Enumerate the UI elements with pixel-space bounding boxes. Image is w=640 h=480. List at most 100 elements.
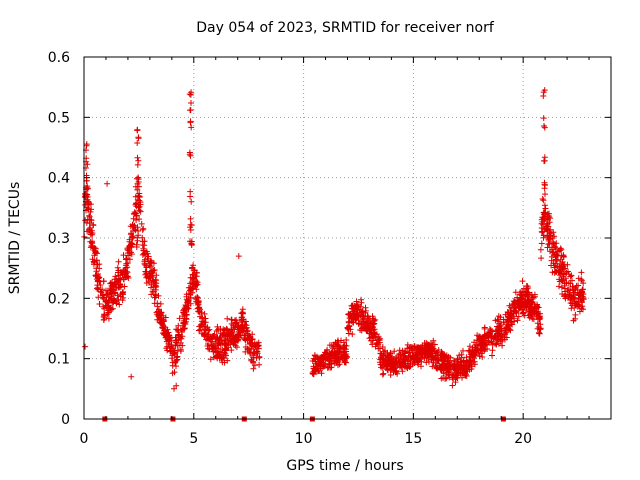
data-point: [134, 126, 141, 133]
data-point: [149, 288, 156, 295]
data-point: [91, 259, 97, 266]
data-point: [393, 358, 400, 364]
data-point: [236, 328, 242, 335]
data-point: [560, 263, 567, 270]
data-point: [113, 300, 120, 307]
data-point: [87, 244, 94, 251]
data-point: [523, 304, 530, 311]
data-point: [393, 367, 400, 374]
data-point: [315, 367, 322, 374]
data-point: [187, 152, 194, 159]
data-point: [550, 229, 557, 236]
data-point: [542, 205, 549, 212]
data-point: [463, 371, 469, 378]
data-point: [579, 289, 586, 296]
y-tick-label: 0.4: [48, 171, 70, 187]
data-point: [256, 353, 263, 360]
data-point: [173, 354, 180, 361]
data-point: [98, 289, 105, 296]
data-point: [244, 335, 251, 342]
data-point: [432, 350, 439, 357]
data-point: [358, 296, 365, 303]
data-point: [137, 208, 144, 215]
data-point: [136, 207, 143, 214]
data-point: [578, 305, 585, 312]
data-point: [249, 331, 256, 338]
data-point: [154, 308, 161, 315]
data-point: [173, 382, 180, 389]
data-point: [562, 292, 569, 299]
data-point: [224, 357, 231, 364]
data-point: [406, 345, 413, 352]
data-point: [387, 365, 394, 372]
data-point: [153, 277, 159, 284]
data-point: [333, 354, 340, 361]
x-tick-labels: 0 5 10 15 20: [80, 431, 533, 447]
data-point: [138, 220, 145, 227]
data-point: [533, 308, 540, 315]
data-point: [141, 250, 148, 257]
data-point: [158, 314, 164, 321]
data-point: [96, 278, 103, 285]
data-point: [506, 302, 513, 309]
data-point: [469, 344, 476, 351]
data-point: [567, 295, 574, 302]
x-tick-label: 0: [80, 431, 89, 447]
data-point: [177, 346, 184, 353]
data-point: [180, 310, 187, 316]
data-point: [370, 324, 377, 330]
data-point: [369, 341, 376, 348]
data-point: [428, 354, 435, 361]
data-point: [111, 276, 118, 283]
data-point: [367, 320, 374, 327]
data-point: [518, 302, 525, 309]
data-point: [193, 281, 200, 288]
data-point: [93, 265, 100, 272]
data-point: [128, 230, 135, 237]
data-point: [187, 280, 194, 287]
plot-frame: [83, 56, 612, 420]
data-point: [312, 356, 319, 363]
data-point: [489, 347, 496, 354]
data-point: [560, 253, 567, 260]
data-point: [84, 161, 91, 168]
data-point: [239, 314, 246, 321]
data-point: [426, 347, 433, 354]
data-point: [221, 327, 228, 333]
data-point: [580, 296, 587, 303]
data-point: [185, 290, 192, 297]
data-point: [330, 341, 337, 348]
data-point: [452, 379, 459, 386]
data-point: [207, 333, 214, 340]
data-point: [556, 276, 563, 283]
data-point: [341, 342, 348, 349]
data-point: [568, 272, 575, 279]
data-point: [384, 349, 391, 356]
data-point: [147, 271, 154, 277]
data-point: [534, 320, 541, 327]
data-point: [95, 286, 102, 293]
data-point: [489, 352, 495, 359]
data-point: [137, 201, 144, 208]
data-point: [219, 346, 226, 353]
data-point: [172, 358, 179, 365]
data-point: [169, 345, 176, 352]
data-point: [537, 246, 544, 253]
data-point: [198, 309, 205, 316]
data-point: [174, 327, 181, 333]
data-point: [539, 196, 546, 202]
data-points: [81, 87, 587, 392]
data-point: [572, 315, 579, 322]
data-point: [551, 264, 558, 271]
data-point: [523, 285, 530, 292]
data-point: [140, 225, 147, 232]
data-point: [440, 374, 446, 381]
data-point: [437, 366, 444, 373]
data-point: [452, 365, 459, 372]
data-point: [195, 304, 202, 311]
data-point: [355, 320, 362, 326]
data-point: [166, 338, 173, 345]
data-point: [466, 361, 473, 367]
data-point: [317, 356, 324, 363]
